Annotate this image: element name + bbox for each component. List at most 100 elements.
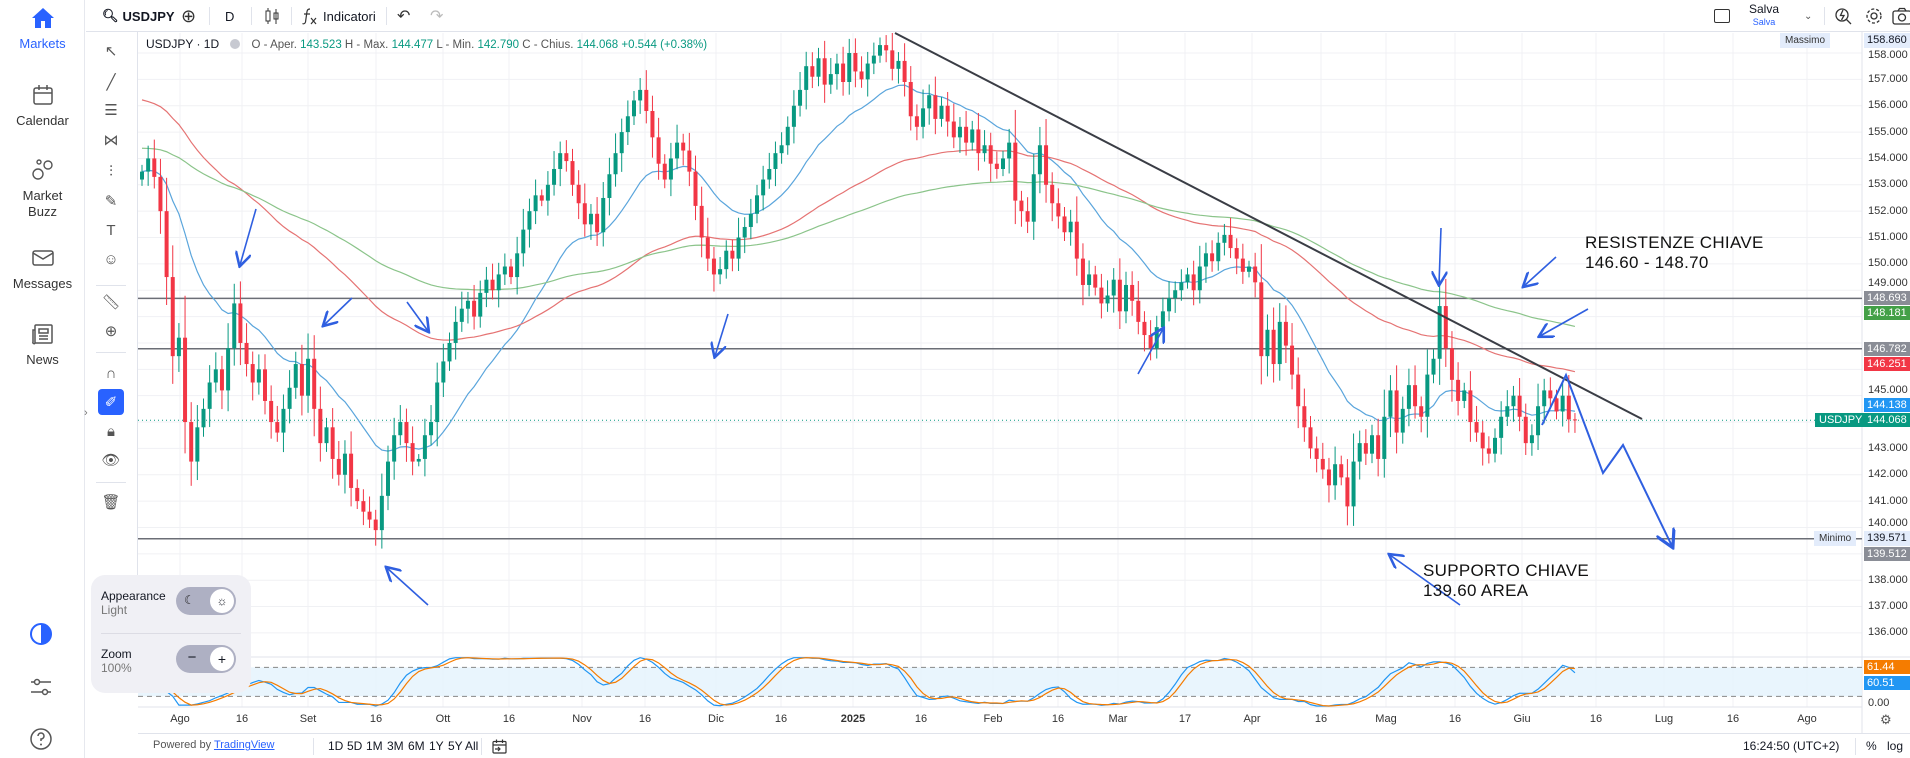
fib-icon[interactable]: ⫶ [109,162,113,180]
zoom-value: 100% [101,661,132,675]
undo-icon: ↶ [397,8,411,25]
gear-icon [1866,8,1882,24]
sidebar-item-market-buzz[interactable]: Market Buzz [0,158,85,220]
calendar-icon [32,85,53,105]
zoom-icon[interactable]: ⊕ [104,323,118,340]
price-tick: 143.000 [1868,441,1908,454]
percent-scale-button[interactable]: % [1866,739,1877,753]
chart-type-button[interactable] [264,0,280,32]
drawings[interactable] [240,32,1672,606]
candle-body [613,153,618,175]
expand-toolbar-chevron-icon[interactable]: › [84,407,88,419]
text-icon[interactable]: T [106,221,116,239]
horizontal-levels[interactable] [138,297,1862,540]
horizontal-lines-icon[interactable]: ☰ [104,102,118,119]
candle-body [632,100,636,117]
axis-settings-icon[interactable]: ⚙︎ [1880,712,1892,727]
ruler-icon[interactable]: 📏︎ [101,294,121,311]
compare-symbol-button[interactable]: ⊕ [181,0,196,32]
range-button-all[interactable]: All [465,739,479,753]
trend-line-icon[interactable]: ╱ [106,74,116,91]
brush-icon[interactable]: ✎ [104,193,118,210]
max-value: 158.860 [1864,33,1910,48]
magnet-icon[interactable]: ∩ [105,364,117,382]
candle-body [1142,321,1147,336]
trash-icon[interactable]: 🗑︎ [101,494,121,511]
chart-legend: USDJPY · 1D O - Aper. 143.523 H - Max. 1… [146,37,707,51]
interval-label: D [225,8,235,24]
candle-body [1370,435,1374,454]
log-scale-button[interactable]: log [1887,739,1904,753]
arrow-annotation [324,297,353,325]
theme-toggle[interactable]: ☾ ☼ [176,587,236,615]
sidebar-item-news[interactable]: News [0,322,85,367]
tradingview-link[interactable]: TradingView [213,739,275,751]
candle-body [1093,274,1098,288]
emoji-icon[interactable]: ☺ [103,250,119,268]
time-tick: Mar [1108,713,1128,725]
zoom-in-button[interactable]: + [210,647,234,671]
range-button-5y[interactable]: 5Y [448,739,463,753]
help-icon[interactable] [28,726,54,752]
price-tick: 142.000 [1868,468,1908,481]
range-button-1y[interactable]: 1Y [429,739,444,753]
candle-body [576,184,581,204]
range-button-1d[interactable]: 1D [328,739,344,753]
sidebar-item-markets[interactable]: Markets [0,6,85,51]
arrow-annotation [1390,555,1461,606]
zoom-out-button[interactable]: − [187,649,197,666]
lock-icon[interactable]: 🔒︎ [107,422,115,440]
price-badge: 144.068 [1864,413,1910,428]
indicators-button[interactable]: Indicatori [301,0,376,32]
time-tick: 2025 [840,713,866,725]
candle-body [379,495,384,531]
sliders-icon[interactable] [28,674,54,700]
candle-body [607,174,612,198]
screenshot-button[interactable] [1892,0,1910,32]
settings-button[interactable] [1865,0,1883,32]
layout-button[interactable] [1714,0,1730,32]
legend-low-label: L - Min. [436,39,475,51]
candle-body [779,145,784,154]
theme-icon[interactable] [28,621,54,647]
range-button-5d[interactable]: 5D [347,739,363,753]
resistance-title: RESISTENZE CHIAVE [1585,233,1764,252]
candle-body [435,382,440,423]
interval-button[interactable]: D [225,0,234,32]
range-button-3m[interactable]: 3M [387,739,404,753]
moon-icon: ☾ [184,593,195,607]
range-button-1m[interactable]: 1M [366,739,383,753]
range-button-6m[interactable]: 6M [408,739,425,753]
clock[interactable]: 16:24:50 (UTC+2) [1743,739,1840,753]
quick-search-button[interactable] [1834,0,1852,32]
symbol-search-button[interactable]: 🔍︎ USDJPY [102,0,175,32]
candle-body [349,453,354,488]
redo-button[interactable]: ↷ [430,0,443,32]
candle-body [638,89,643,101]
candle-body [902,60,907,82]
candle-body [1376,435,1381,459]
save-button[interactable]: Salva Salva [1749,0,1779,32]
sidebar-item-calendar[interactable]: Calendar [0,83,85,128]
lock-drawing-icon[interactable]: ✐ [98,389,124,415]
candle-body [1136,300,1141,322]
resistance-note[interactable]: RESISTENZE CHIAVE 146.60 - 148.70 [1585,233,1764,273]
eye-icon[interactable]: 👁︎ [101,452,121,469]
candle-body [386,461,390,496]
sidebar-item-messages[interactable]: Messages [0,246,85,291]
save-menu-button[interactable]: ⌄ [1804,0,1812,32]
go-to-date-icon[interactable] [492,739,507,754]
price-tick: 141.000 [1868,494,1908,507]
time-tick: 16 [638,713,652,725]
support-note[interactable]: SUPPORTO CHIAVE 139.60 AREA [1423,561,1589,601]
cursor-icon[interactable]: ↖ [104,43,118,60]
pattern-icon[interactable]: ⋈ [103,132,119,149]
legend-toggle-icon[interactable] [230,39,241,49]
candle-body [281,408,286,433]
undo-button[interactable]: ↶ [397,0,410,32]
candle-body [201,408,206,428]
candle-body [404,422,409,444]
candle-body [1087,274,1092,285]
price-badge: 148.181 [1864,306,1910,321]
